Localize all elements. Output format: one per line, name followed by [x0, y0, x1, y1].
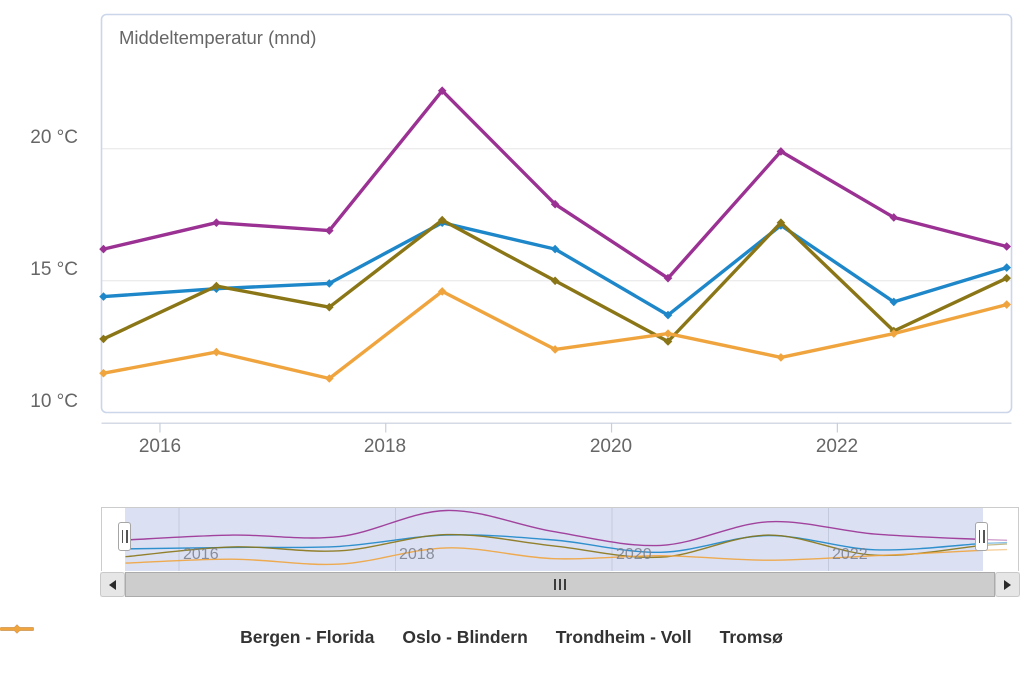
- data-point-troms-2018.5[interactable]: [437, 287, 447, 296]
- y-axis-label-10: 10 °C: [30, 391, 78, 412]
- data-point-oslo-blindern-2023.5[interactable]: [1002, 242, 1011, 251]
- data-point-troms-2023.5[interactable]: [1002, 300, 1011, 309]
- data-point-trondheim-voll-2023.5[interactable]: [1002, 273, 1011, 283]
- legend-label: Bergen - Florida: [240, 626, 375, 647]
- y-axis-label-20: 20 °C: [30, 127, 78, 148]
- data-point-oslo-blindern-2015.5[interactable]: [99, 244, 108, 254]
- data-point-trondheim-voll-2015.5[interactable]: [99, 334, 108, 344]
- navigator-label-2016: 2016: [183, 546, 219, 563]
- navigator-selected-range[interactable]: [125, 508, 983, 571]
- navigator-label-2020: 2020: [616, 546, 652, 563]
- navigator-handle-left[interactable]: [118, 522, 131, 551]
- data-point-troms-2019.5[interactable]: [550, 345, 560, 354]
- data-point-oslo-blindern-2020.5[interactable]: [663, 273, 673, 283]
- legend-label: Trondheim - Voll: [555, 626, 692, 647]
- scrollbar-grip-icon: [559, 579, 561, 590]
- data-point-oslo-blindern-2019.5[interactable]: [550, 199, 560, 209]
- legend-item-troms[interactable]: Tromsø: [0, 624, 783, 648]
- scrollbar-thumb[interactable]: [125, 572, 995, 597]
- data-point-oslo-blindern-2017.5[interactable]: [325, 226, 334, 235]
- navigator-series-trondheim-voll: [125, 533, 983, 559]
- data-point-bergen-florida-2022.5[interactable]: [889, 297, 899, 307]
- data-point-bergen-florida-2017.5[interactable]: [325, 279, 334, 288]
- legend-label: Tromsø: [719, 626, 783, 647]
- chart-title: Middeltemperatur (mnd): [119, 27, 317, 48]
- handle-grip-icon: [978, 530, 980, 543]
- data-point-trondheim-voll-2021.5[interactable]: [776, 218, 786, 227]
- data-point-troms-2015.5[interactable]: [99, 368, 108, 378]
- handle-grip-icon: [983, 530, 985, 543]
- scrollbar-grip-icon: [564, 579, 566, 590]
- data-point-troms-2021.5[interactable]: [776, 353, 786, 362]
- data-point-trondheim-voll-2018.5[interactable]: [437, 215, 447, 225]
- navigator-label-2018: 2018: [399, 546, 435, 563]
- data-point-trondheim-voll-2017.5[interactable]: [325, 302, 334, 312]
- navigator-label-2022: 2022: [832, 546, 868, 563]
- data-point-troms-2016.5[interactable]: [212, 347, 221, 357]
- legend: Bergen - Florida Oslo - Blindern Trondheim…: [0, 622, 1023, 652]
- data-point-bergen-florida-2015.5[interactable]: [99, 292, 108, 301]
- legend-item-bergen-florida[interactable]: Bergen - Florida: [0, 624, 375, 648]
- scrollbar-right-button[interactable]: [995, 572, 1020, 597]
- x-axis-label-2022: 2022: [815, 436, 859, 457]
- data-point-bergen-florida-2020.5[interactable]: [663, 310, 673, 320]
- legend-label: Oslo - Blindern: [402, 626, 528, 647]
- plot-area[interactable]: [102, 15, 1011, 412]
- x-axis-label-2020: 2020: [589, 436, 633, 457]
- plot-border: [100, 13, 1013, 414]
- legend-item-oslo-blindern[interactable]: Oslo - Blindern: [0, 624, 528, 648]
- data-point-troms-2020.5[interactable]: [663, 329, 673, 338]
- data-point-oslo-blindern-2021.5[interactable]: [776, 147, 786, 156]
- data-point-troms-2017.5[interactable]: [325, 374, 334, 383]
- data-point-troms-2022.5[interactable]: [889, 329, 899, 338]
- scrollbar-left-button[interactable]: [100, 572, 125, 597]
- data-point-trondheim-voll-2020.5[interactable]: [663, 337, 673, 346]
- x-axis-label-2018: 2018: [363, 436, 407, 457]
- data-point-bergen-florida-2023.5[interactable]: [1002, 263, 1011, 272]
- data-point-bergen-florida-2019.5[interactable]: [550, 244, 560, 254]
- navigator-canvas: [101, 507, 1019, 571]
- data-point-oslo-blindern-2022.5[interactable]: [889, 213, 899, 222]
- data-point-oslo-blindern-2018.5[interactable]: [437, 86, 447, 95]
- scrollbar-left-arrow-icon: [109, 579, 116, 590]
- handle-grip-icon: [121, 530, 123, 543]
- y-axis-label-15: 15 °C: [30, 259, 78, 280]
- data-point-trondheim-voll-2016.5[interactable]: [212, 281, 221, 291]
- data-point-oslo-blindern-2016.5[interactable]: [212, 218, 221, 227]
- scrollbar-grip-icon: [554, 579, 556, 590]
- navigator-series-oslo-blindern: [125, 509, 983, 547]
- legend-item-trondheim-voll[interactable]: Trondheim - Voll: [0, 624, 692, 648]
- data-point-trondheim-voll-2019.5[interactable]: [550, 276, 560, 286]
- navigator-series-troms: [125, 547, 983, 566]
- handle-grip-icon: [126, 530, 128, 543]
- main-chart-canvas: [99, 13, 1013, 433]
- navigator-handle-right[interactable]: [975, 522, 988, 551]
- scrollbar-right-arrow-icon: [1004, 579, 1011, 590]
- x-axis-label-2016: 2016: [138, 436, 182, 457]
- legend-marker-icon: [0, 624, 34, 634]
